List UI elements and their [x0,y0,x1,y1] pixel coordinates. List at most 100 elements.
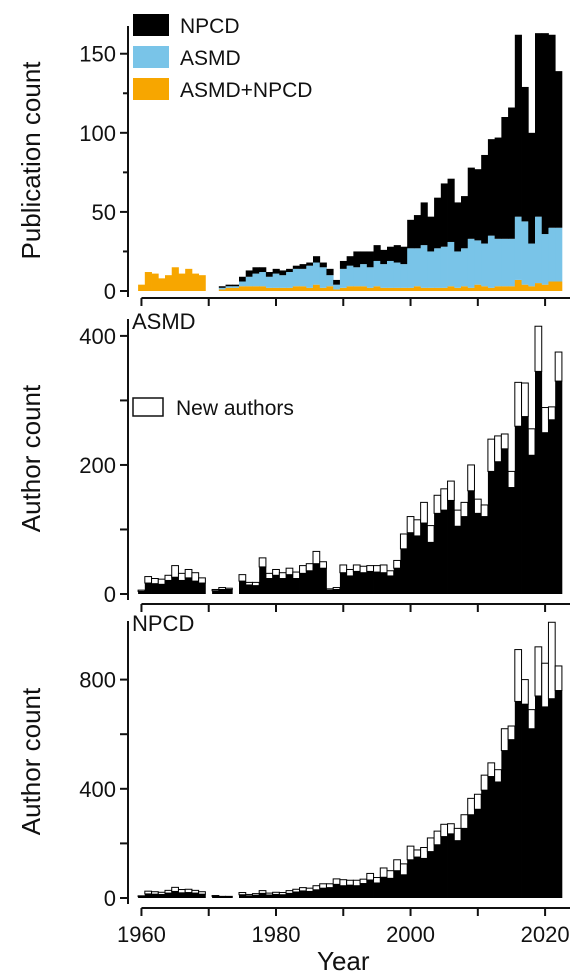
bar-authors-1977 [252,895,260,898]
bar-asmd-1972 [218,287,226,290]
bar-new-authors-1980 [272,568,280,576]
bar-new-authors-1986 [312,885,321,891]
bar-asmd-npcd-1960 [138,284,146,291]
bar-new-authors-1984 [299,565,307,574]
bar-asmd-npcd-1986 [313,284,321,291]
bar-npcd-2009 [467,167,475,239]
bar-new-authors-1987 [319,561,327,569]
bar-new-authors-1964 [164,574,173,581]
legend-swatch-new-authors [132,397,164,417]
bar-new-authors-2007 [453,827,462,842]
bar-new-authors-1982 [285,567,294,576]
bar-asmd-npcd-1998 [393,287,401,291]
bar-authors-2007 [454,526,462,594]
bar-authors-1984 [299,890,307,898]
bar-new-authors-1963 [157,891,166,895]
bar-asmd-npcd-1987 [319,287,327,291]
bar-authors-1973 [225,896,233,898]
bar-asmd-2010 [474,240,482,285]
bar-asmd-npcd-1997 [387,287,395,291]
bar-authors-1990 [339,572,348,594]
bar-authors-2010 [474,809,482,898]
bar-asmd-1982 [286,272,294,288]
y-tick-label: 100 [79,121,116,146]
bar-asmd-npcd-1992 [353,286,361,291]
bar-new-authors-1993 [359,565,368,574]
bar-new-authors-2013 [494,769,502,783]
bar-authors-2010 [474,513,482,594]
bar-asmd-npcd-2020 [541,284,549,291]
bar-asmd-2008 [461,248,469,287]
bar-authors-2004 [434,513,442,594]
bar-asmd-2011 [481,243,489,287]
bar-asmd-1974 [232,286,240,288]
bar-authors-2003 [427,542,435,594]
bar-asmd-1991 [346,265,354,287]
bar-asmd-2012 [487,235,496,288]
bar-new-authors-2020 [541,662,549,708]
bar-npcd-1996 [380,249,388,265]
bar-new-authors-1964 [164,889,173,894]
bar-asmd-npcd-1974 [232,287,240,291]
bar-asmd-npcd-2002 [420,287,428,291]
bar-new-authors-1967 [184,568,193,579]
bar-authors-2007 [454,840,462,898]
bar-new-authors-2016 [514,381,523,427]
bar-asmd-1988 [326,275,334,287]
bar-authors-1975 [239,581,247,594]
bar-npcd-2000 [407,219,415,249]
bar-npcd-2021 [548,34,556,228]
bar-asmd-2021 [548,227,556,282]
bar-authors-1980 [272,894,280,898]
legend-swatch-npcd [133,14,169,36]
bar-authors-2002 [420,858,428,898]
bar-npcd-1973 [225,284,233,287]
bar-authors-1979 [265,895,274,898]
bar-new-authors-1961 [144,890,153,895]
bar-authors-2015 [508,739,516,898]
bar-new-authors-1983 [292,888,301,893]
bar-asmd-npcd-1962 [151,273,159,291]
bar-new-authors-1973 [225,587,233,590]
bar-asmd-npcd-1979 [265,287,274,291]
bar-asmd-npcd-2012 [487,287,496,291]
bar-new-authors-1995 [373,565,381,573]
bar-authors-2011 [481,516,489,594]
bar-new-authors-2022 [554,351,563,382]
bar-asmd-npcd-1969 [198,275,206,291]
x-tick-label: 2020 [521,922,570,947]
bar-authors-1986 [313,563,321,594]
bar-new-authors-2000 [406,516,415,534]
bar-new-authors-2002 [420,847,428,859]
bar-asmd-2004 [434,248,442,288]
bar-authors-1964 [165,893,173,898]
bar-asmd-npcd-1967 [185,268,193,291]
bar-new-authors-2017 [521,382,529,418]
bar-new-authors-1993 [359,878,368,885]
bar-asmd-2016 [514,216,522,280]
bar-authors-2013 [494,461,502,594]
bar-new-authors-2015 [507,470,516,489]
bar-authors-1960 [138,896,146,898]
bar-asmd-1992 [353,267,361,287]
bar-new-authors-1980 [272,891,280,895]
bar-new-authors-1966 [177,572,186,581]
bar-authors-1999 [400,874,408,898]
y-axis-label: Publication count [16,61,46,260]
bar-new-authors-2001 [413,519,422,537]
bar-asmd-2002 [420,245,428,288]
bar-asmd-1986 [313,262,321,285]
bar-asmd-1989 [333,284,341,290]
bar-new-authors-1973 [225,895,233,898]
bar-new-authors-1978 [258,557,267,568]
bar-new-authors-1997 [386,570,395,577]
bar-authors-2022 [555,381,563,594]
bar-authors-1980 [272,575,280,594]
y-tick-label: 0 [104,582,116,607]
bar-asmd-1977 [252,273,260,287]
bar-new-authors-2008 [460,814,469,829]
bar-authors-1985 [306,891,314,898]
bar-asmd-npcd-2015 [508,286,516,291]
bar-npcd-2014 [501,117,509,239]
bar-asmd-npcd-1980 [272,287,280,291]
